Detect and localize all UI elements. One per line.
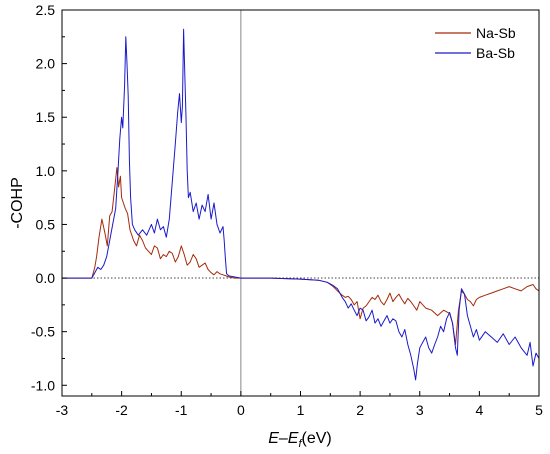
y-tick-label: -0.5 bbox=[31, 324, 55, 340]
series-line-ba-sb bbox=[62, 28, 540, 381]
x-tick-label: 3 bbox=[416, 402, 424, 418]
y-tick-label: 0.5 bbox=[36, 216, 56, 232]
x-tick-label: 4 bbox=[475, 402, 483, 418]
x-tick-label: -3 bbox=[56, 402, 69, 418]
x-tick-label: 1 bbox=[297, 402, 305, 418]
series-lines bbox=[62, 28, 540, 381]
x-axis-title-unit: (eV) bbox=[302, 430, 332, 447]
y-tick-label: -1.0 bbox=[31, 377, 55, 393]
x-tick-label: 5 bbox=[535, 402, 543, 418]
x-axis-title-energy: E bbox=[268, 430, 279, 447]
legend: Na-Sb Ba-Sb bbox=[435, 25, 516, 61]
legend-label-ba-sb: Ba-Sb bbox=[476, 45, 515, 61]
series-line-na-sb bbox=[62, 167, 540, 345]
y-tick-label: 1.0 bbox=[36, 163, 56, 179]
x-tick-label: -1 bbox=[175, 402, 188, 418]
x-tick-label: 0 bbox=[237, 402, 245, 418]
y-axis-title: -COHP bbox=[9, 177, 26, 229]
y-tick-label: 2.0 bbox=[36, 56, 56, 72]
legend-label-na-sb: Na-Sb bbox=[476, 25, 516, 41]
x-axis-ticks: -3 -2 -1 0 1 2 3 4 5 bbox=[56, 391, 543, 418]
y-tick-label: 0.0 bbox=[36, 270, 56, 286]
x-axis-title-dash: – bbox=[279, 430, 288, 447]
x-axis-title-fermi-sub: f bbox=[298, 438, 302, 450]
y-axis-ticks: -1.0 -0.5 0.0 0.5 1.0 1.5 2.0 2.5 bbox=[31, 2, 67, 393]
plot-frame bbox=[61, 9, 540, 397]
x-axis-title: E–Ef(eV) bbox=[268, 430, 332, 450]
reference-lines bbox=[62, 10, 539, 396]
y-tick-label: 2.5 bbox=[36, 2, 56, 18]
x-tick-label: 2 bbox=[356, 402, 364, 418]
x-tick-label: -2 bbox=[115, 402, 128, 418]
x-axis-title-fermi: E bbox=[288, 430, 299, 447]
y-tick-label: 1.5 bbox=[36, 109, 56, 125]
